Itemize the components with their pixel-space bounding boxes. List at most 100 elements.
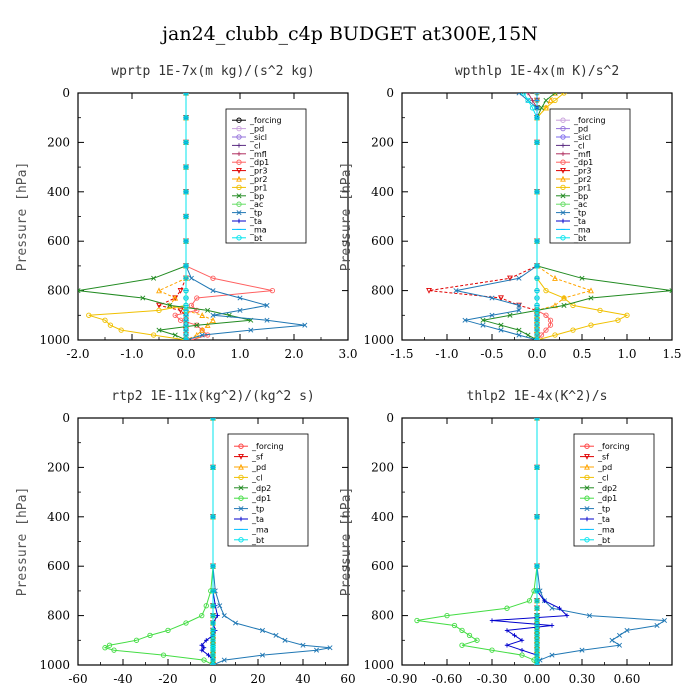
y-tick-label: 400 xyxy=(371,510,394,524)
series-point_ta xyxy=(519,638,525,643)
legend-marker_dp1 xyxy=(584,495,590,501)
x-tick-label: -1.5 xyxy=(390,347,413,361)
series-point_bt xyxy=(183,307,189,314)
legend-label_tp: _tp xyxy=(249,209,262,218)
series-point_bt xyxy=(534,514,540,520)
legend-label_pr1: _pr1 xyxy=(573,183,591,192)
legend-marker_mfl xyxy=(560,151,566,156)
series-point_bt xyxy=(210,652,216,658)
series-point_bt xyxy=(534,563,540,569)
series-line_pr2 xyxy=(157,93,214,340)
series-point_tp xyxy=(221,613,227,619)
y-tick-label: 800 xyxy=(371,609,394,623)
legend-label_bt: _bt xyxy=(573,234,586,243)
series-point_bt xyxy=(534,632,540,639)
panel-1: wprtp 1E-7x(m kg)/(s^2 kg) Pressure [hPa]… xyxy=(15,64,358,361)
legend-label_ac: _ac xyxy=(249,200,263,209)
series-point_dp1 xyxy=(269,287,276,294)
series-point_bt xyxy=(183,317,189,323)
legend-marker_sf xyxy=(584,453,590,460)
series-point_tp xyxy=(616,642,623,648)
series-point_dp1 xyxy=(466,632,473,639)
series-point_bt xyxy=(210,514,216,520)
series-point_tp xyxy=(462,317,468,323)
series-point_bp xyxy=(172,332,178,338)
x-tick-label: 0.30 xyxy=(569,672,596,686)
series-point_bt xyxy=(210,464,216,471)
legend-marker_tp xyxy=(238,506,244,512)
series-point_ta xyxy=(215,613,220,618)
x-tick-label: 0.0 xyxy=(527,347,546,361)
series-point_bp xyxy=(156,327,162,333)
series-point_tp xyxy=(264,317,270,323)
legend-label_dp1: _dp1 xyxy=(597,494,617,503)
legend-marker_dp2 xyxy=(238,485,244,491)
x-tick-label: -20 xyxy=(158,672,177,686)
legend-marker_pr3 xyxy=(560,167,566,174)
legend-marker_dp1 xyxy=(236,159,242,165)
y-tick-label: 0 xyxy=(386,411,394,425)
series-point_bt xyxy=(210,620,216,626)
series-point_tp xyxy=(282,637,288,643)
series-point_ta xyxy=(489,618,495,623)
panel-3: rtp2 1E-11x(kg^2)/(kg^2 s) Pressure [hPa]… xyxy=(15,389,356,686)
legend-label_forcing: _forcing xyxy=(251,442,284,451)
series-point_bt xyxy=(534,312,540,318)
series-point_dp1 xyxy=(489,647,495,653)
series-point_tp xyxy=(549,605,555,611)
legend-marker_bt xyxy=(238,537,244,543)
x-tick-label: 0.60 xyxy=(614,672,641,686)
series-point_ta xyxy=(201,645,207,650)
y-axis-label: Pressure [hPa] xyxy=(15,162,30,272)
series-point_pr1 xyxy=(615,317,621,323)
legend-label_ma: _ma xyxy=(597,525,615,534)
series-point_bt xyxy=(183,337,189,340)
series-point_tp xyxy=(237,307,243,313)
series-point_dp1 xyxy=(194,307,200,314)
legend-marker_sf xyxy=(238,453,244,460)
series-point_tp xyxy=(248,327,254,333)
legend-label_tp: _tp xyxy=(573,209,586,218)
series-point_bp xyxy=(151,275,157,281)
series-point_tp xyxy=(498,327,504,333)
legend-label_ta: _ta xyxy=(249,217,262,226)
series-point_dp1 xyxy=(172,312,178,318)
figure-title: jan24_clubb_c4p BUDGET at300E,15N xyxy=(160,23,538,45)
series-point_bt xyxy=(210,627,216,634)
series-point_bp xyxy=(507,312,513,318)
legend-marker_bp xyxy=(236,193,242,199)
series-point_ta xyxy=(512,633,517,638)
series-point_bp xyxy=(516,327,522,333)
x-tick-label: -2.0 xyxy=(66,347,89,361)
series-point_bt xyxy=(210,418,216,421)
series-point_bt xyxy=(183,302,189,309)
series-point_bt xyxy=(183,263,189,269)
legend: _forcing _sf_pd_cl _dp2_dp1 _tp_ta_ma _bt xyxy=(573,433,655,547)
series-point_pr2 xyxy=(547,97,554,104)
legend-marker_pr1 xyxy=(236,184,242,191)
series-point_dp1 xyxy=(504,605,510,611)
series-point_tp xyxy=(300,642,306,648)
series-point_bt xyxy=(183,139,189,146)
series-point_bt xyxy=(210,637,216,643)
y-tick-label: 1000 xyxy=(39,333,70,347)
legend-marker_cl xyxy=(584,474,590,481)
series-point_ta xyxy=(549,623,555,628)
series-point_bt xyxy=(210,642,216,648)
y-tick-label: 200 xyxy=(47,135,70,149)
series-point_dp1 xyxy=(519,652,525,658)
series-point_tp xyxy=(302,322,308,328)
series-point_bt xyxy=(183,115,189,121)
legend-box xyxy=(573,433,655,547)
series-point_bp xyxy=(480,317,486,323)
series-point_pr1 xyxy=(543,105,549,111)
series-point_ta xyxy=(504,628,510,633)
series-point_pr3 xyxy=(177,287,184,294)
legend-marker_dp1 xyxy=(238,495,244,501)
series-point_pr2 xyxy=(552,302,558,309)
legend-label_dp1: _dp1 xyxy=(251,494,271,503)
legend-marker_cl xyxy=(560,143,566,148)
legend-marker_ta xyxy=(584,516,590,522)
series-point_bt xyxy=(210,662,216,665)
series-point_bt xyxy=(534,464,540,471)
